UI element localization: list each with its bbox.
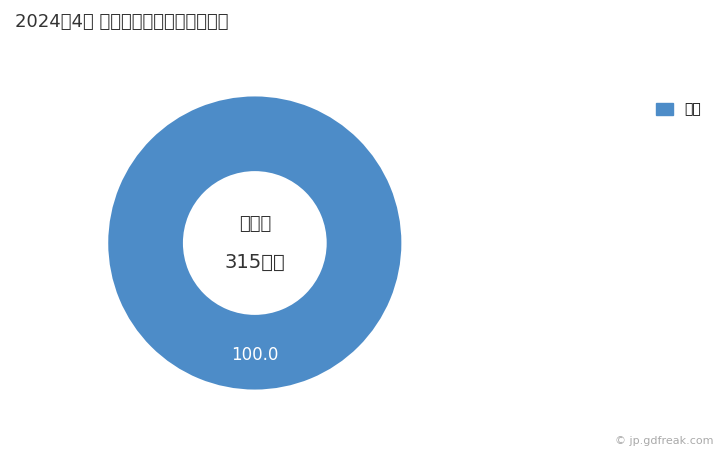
Text: © jp.gdfreak.com: © jp.gdfreak.com: [615, 436, 713, 446]
Text: 2024年4月 輸出相手国のシェア（％）: 2024年4月 輸出相手国のシェア（％）: [15, 14, 228, 32]
Wedge shape: [107, 95, 403, 391]
Text: 315万円: 315万円: [224, 253, 285, 272]
Legend: 韓国: 韓国: [651, 97, 706, 122]
Text: 100.0: 100.0: [231, 346, 279, 364]
Text: 総　額: 総 額: [239, 215, 271, 233]
